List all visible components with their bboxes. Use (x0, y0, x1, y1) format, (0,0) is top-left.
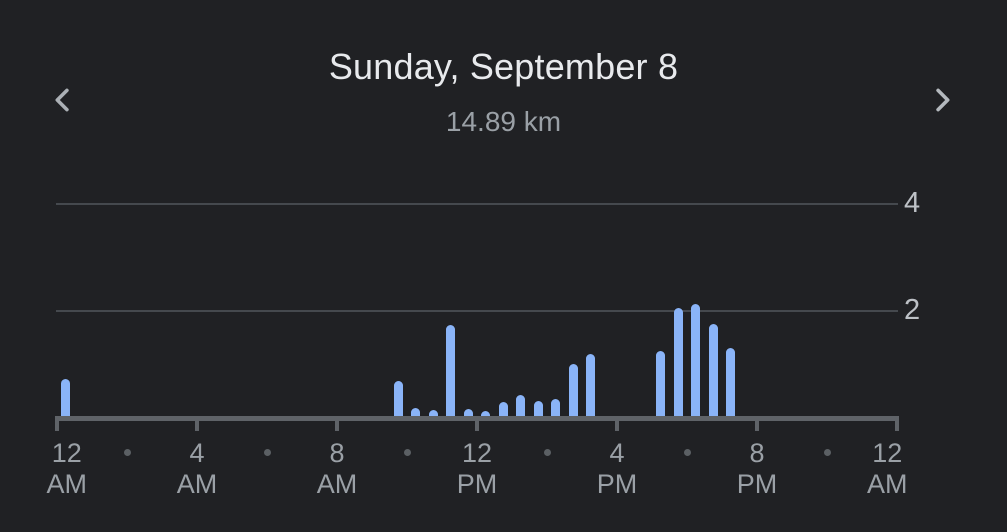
y-axis-label: 2 (904, 293, 921, 326)
chart-bar[interactable] (533, 401, 543, 416)
x-axis-label: 12 AM (867, 438, 908, 500)
chevron-left-icon (45, 82, 81, 118)
x-axis-label: 4 PM (597, 438, 638, 500)
x-axis-label-hour: 12 (51, 438, 82, 468)
x-axis-dot (823, 449, 831, 456)
x-axis-label: 4 AM (177, 438, 218, 500)
x-axis-label: 8 AM (317, 438, 358, 500)
x-axis-label: 12 PM (457, 438, 498, 500)
x-axis-tick (335, 416, 339, 431)
x-axis-dot (683, 449, 691, 456)
chart-bar[interactable] (673, 308, 683, 416)
chart-bar[interactable] (446, 325, 456, 416)
gridline-2km (56, 309, 898, 312)
chart-bar[interactable] (428, 410, 438, 416)
x-axis-tick (755, 416, 759, 431)
chart-bar[interactable] (411, 408, 421, 416)
x-axis-label-meridiem: AM (46, 469, 87, 499)
x-axis-label-meridiem: AM (316, 469, 358, 499)
chart-bar[interactable] (726, 348, 736, 416)
chart-bar[interactable] (656, 351, 666, 416)
x-axis-label-meridiem: AM (867, 469, 908, 499)
gridline-4km (56, 203, 898, 205)
x-axis-tick (195, 416, 199, 431)
y-axis-label: 4 (904, 186, 921, 219)
chart-bar[interactable] (481, 411, 491, 416)
x-axis-tick (615, 416, 619, 431)
total-distance: 14.89 km (445, 106, 562, 137)
chart-bar[interactable] (393, 381, 403, 416)
x-axis-label: 8 PM (737, 438, 778, 500)
chart-bar[interactable] (498, 401, 508, 416)
chart-bar[interactable] (691, 304, 701, 416)
previous-day-button[interactable] (39, 76, 87, 124)
x-axis-label-hour: 12 (872, 438, 903, 468)
x-axis-label-meridiem: AM (176, 469, 218, 499)
x-axis-label-meridiem: PM (736, 469, 778, 499)
x-axis-dot (543, 449, 551, 456)
x-axis-label-hour: 4 (609, 438, 625, 468)
chart-bar[interactable] (551, 398, 561, 416)
x-axis-dot (263, 449, 271, 456)
chart-bar[interactable] (708, 323, 718, 416)
x-axis-label: 12 AM (46, 438, 87, 500)
x-axis-tick (55, 416, 59, 431)
x-axis-label-meridiem: PM (596, 469, 638, 499)
x-axis-label-meridiem: PM (456, 469, 498, 499)
chart-bar[interactable] (586, 353, 596, 416)
x-axis-label-hour: 8 (329, 438, 345, 468)
chart-bar[interactable] (463, 408, 473, 416)
chart-bar[interactable] (516, 394, 526, 416)
chart-bar[interactable] (61, 378, 71, 416)
page-title: Sunday, September 8 (328, 46, 679, 87)
x-axis-label-hour: 12 (461, 438, 493, 468)
x-axis-tick (475, 416, 479, 431)
chart-bar[interactable] (568, 363, 578, 416)
next-day-button[interactable] (918, 76, 966, 124)
chevron-right-icon (924, 82, 960, 118)
x-axis-label-hour: 4 (189, 438, 205, 468)
x-axis-dot (123, 449, 131, 456)
x-axis-tick (895, 416, 899, 431)
x-axis-dot (403, 449, 411, 456)
x-axis-label-hour: 8 (749, 438, 765, 468)
